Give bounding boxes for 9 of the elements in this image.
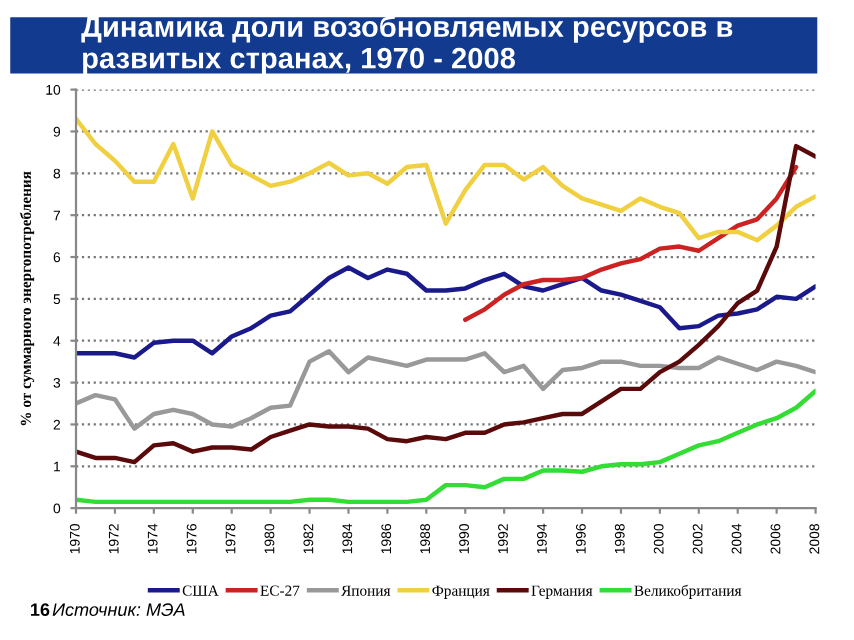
- text: Источник: МЭА: [52, 603, 185, 617]
- line-series: [463, 164, 799, 323]
- line-series: [76, 265, 816, 360]
- line-series: [76, 143, 816, 465]
- line-series: [76, 388, 816, 505]
- chart-title: Динамика доли возобновляемых ресурсов в развитых странах, 1970 - 2008: [81, 15, 733, 75]
- line-series: [76, 116, 816, 243]
- text: 16: [31, 603, 50, 617]
- line-series: [76, 348, 816, 431]
